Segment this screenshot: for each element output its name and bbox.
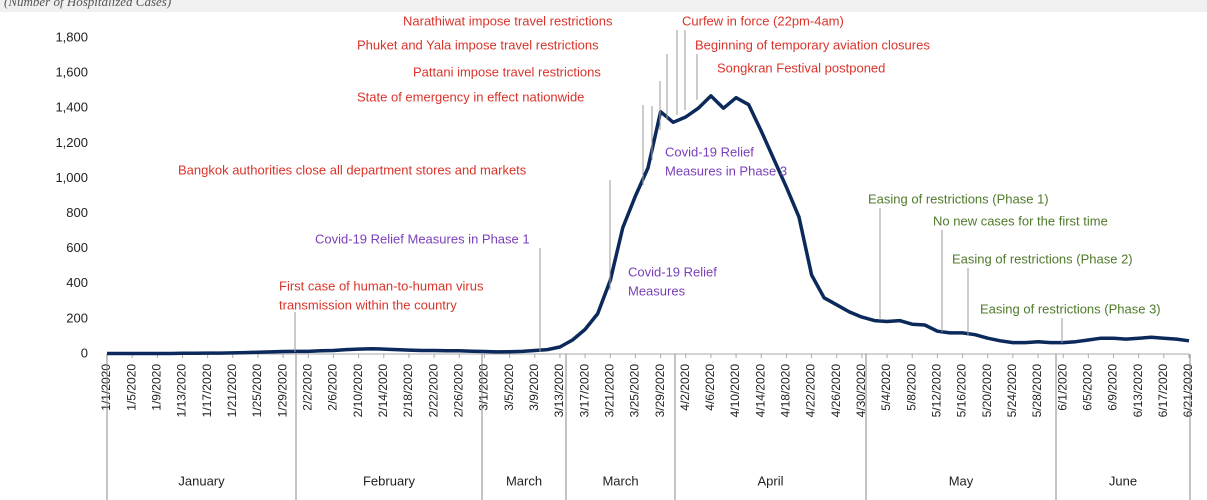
x-tick-label: 5/12/2020 (930, 364, 944, 418)
annotation: Phuket and Yala impose travel restrictio… (357, 37, 599, 52)
month-label: May (949, 473, 974, 488)
x-tick-label: 5/16/2020 (955, 364, 969, 418)
y-tick-label: 600 (66, 240, 88, 255)
x-tick-label: 4/2/2020 (678, 364, 692, 411)
annotation: Curfew in force (22pm-4am) (682, 13, 844, 28)
annotation: Covid-19 Relief (628, 264, 717, 279)
x-tick-label: 4/18/2020 (779, 364, 793, 418)
annotation: Songkran Festival postponed (717, 60, 885, 75)
x-tick-label: 3/13/2020 (552, 364, 566, 418)
x-tick-label: 2/18/2020 (401, 364, 415, 418)
x-tick-label: 1/29/2020 (275, 364, 289, 418)
x-tick-label: 2/26/2020 (451, 364, 465, 418)
annotation: Easing of restrictions (Phase 1) (868, 191, 1049, 206)
annotation: First case of human-to-human virus (279, 278, 484, 293)
x-tick-label: 2/22/2020 (426, 364, 440, 418)
annotation: Narathiwat impose travel restrictions (403, 13, 613, 28)
annotation: Measures (628, 283, 686, 298)
x-tick-label: 1/25/2020 (250, 364, 264, 418)
x-tick-label: 5/28/2020 (1030, 364, 1044, 418)
x-tick-label: 4/10/2020 (728, 364, 742, 418)
x-tick-label: 6/17/2020 (1156, 364, 1170, 418)
x-tick-label: 1/1/2020 (99, 364, 113, 411)
x-tick-label: 2/10/2020 (351, 364, 365, 418)
x-tick-label: 6/5/2020 (1081, 364, 1095, 411)
x-tick-label: 6/13/2020 (1131, 364, 1145, 418)
x-tick-label: 6/21/2020 (1181, 364, 1195, 418)
x-tick-label: 1/17/2020 (200, 364, 214, 418)
annotation: Beginning of temporary aviation closures (695, 37, 930, 52)
y-tick-label: 1,000 (55, 170, 88, 185)
annotation: Measures in Phase 3 (665, 163, 787, 178)
month-label: June (1109, 473, 1137, 488)
x-tick-label: 1/13/2020 (175, 364, 189, 418)
x-tick-label: 4/22/2020 (804, 364, 818, 418)
y-tick-label: 400 (66, 275, 88, 290)
series-line (107, 94, 1190, 356)
x-tick-label: 3/25/2020 (628, 364, 642, 418)
x-tick-label: 5/20/2020 (980, 364, 994, 418)
x-tick-label: 3/9/2020 (527, 364, 541, 411)
y-tick-label: 200 (66, 310, 88, 325)
x-tick-label: 5/8/2020 (904, 364, 918, 411)
annotation: Covid-19 Relief (665, 144, 754, 159)
x-tick-label: 4/14/2020 (753, 364, 767, 418)
x-tick-label: 6/9/2020 (1106, 364, 1120, 411)
month-label: March (506, 473, 542, 488)
annotation: Covid-19 Relief Measures in Phase 1 (315, 231, 530, 246)
subtitle: (Number of Hospitalized Cases) (4, 0, 171, 9)
x-tick-label: 3/21/2020 (602, 364, 616, 418)
x-tick-label: 4/30/2020 (854, 364, 868, 418)
annotation: Easing of restrictions (Phase 2) (952, 251, 1133, 266)
annotation: transmission within the country (279, 297, 457, 312)
x-tick-label: 3/17/2020 (577, 364, 591, 418)
x-tick-label: 1/21/2020 (225, 364, 239, 418)
annotation: Bangkok authorities close all department… (178, 162, 527, 177)
x-tick-label: 5/24/2020 (1005, 364, 1019, 418)
x-tick-label: 4/6/2020 (703, 364, 717, 411)
month-label: January (178, 473, 225, 488)
x-tick-label: 4/26/2020 (829, 364, 843, 418)
x-tick-label: 3/5/2020 (502, 364, 516, 411)
month-label: April (757, 473, 783, 488)
x-tick-label: 6/1/2020 (1055, 364, 1069, 411)
y-tick-label: 1,400 (55, 100, 88, 115)
x-tick-label: 3/29/2020 (653, 364, 667, 418)
x-tick-label: 5/4/2020 (879, 364, 893, 411)
x-tick-label: 3/1/2020 (477, 364, 491, 411)
x-tick-label: 2/2/2020 (300, 364, 314, 411)
annotation: Easing of restrictions (Phase 3) (980, 301, 1161, 316)
y-tick-label: 800 (66, 205, 88, 220)
x-tick-label: 2/14/2020 (376, 364, 390, 418)
x-tick-label: 1/5/2020 (124, 364, 138, 411)
x-tick-label: 1/9/2020 (149, 364, 163, 411)
annotation: No new cases for the first time (933, 213, 1108, 228)
y-tick-label: 1,200 (55, 135, 88, 150)
y-tick-label: 1,600 (55, 65, 88, 80)
annotation: Pattani impose travel restrictions (413, 64, 601, 79)
top-band (0, 0, 1207, 12)
annotation: State of emergency in effect nationwide (357, 89, 584, 104)
y-tick-label: 1,800 (55, 29, 88, 44)
month-label: February (363, 473, 416, 488)
x-tick-label: 2/6/2020 (326, 364, 340, 411)
month-label: March (602, 473, 638, 488)
y-tick-label: 0 (81, 345, 88, 360)
